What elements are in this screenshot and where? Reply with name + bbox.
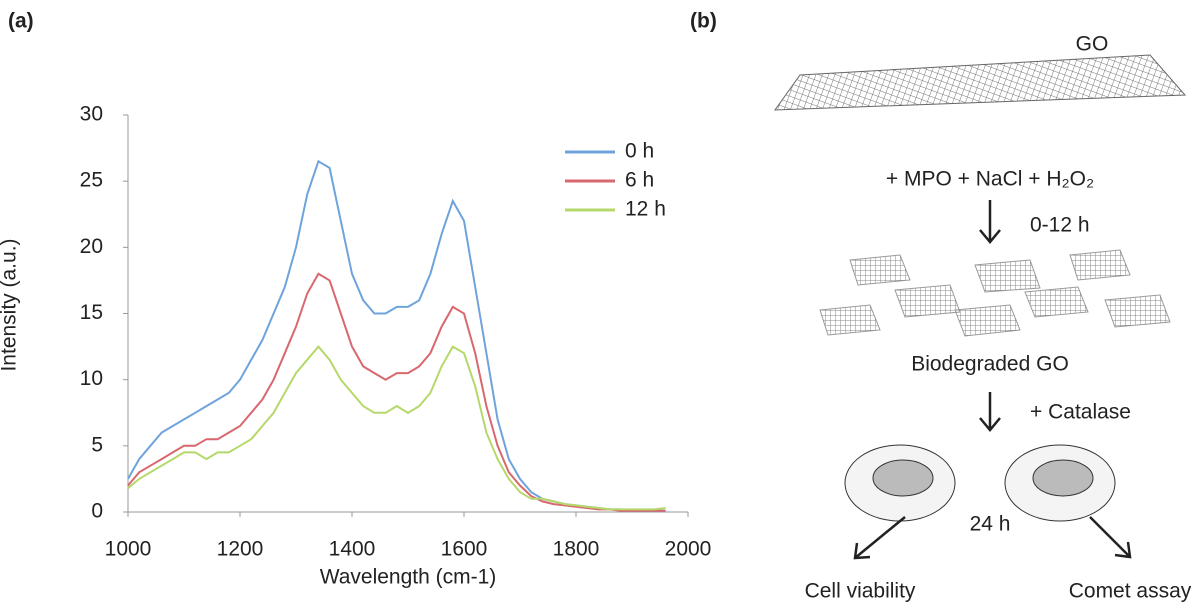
x-tick-label: 2000 xyxy=(665,538,712,561)
y-tick-label: 0 xyxy=(91,500,103,523)
legend-label: 0 h xyxy=(625,140,654,163)
x-tick-label: 1400 xyxy=(329,538,376,561)
arrow xyxy=(979,392,1001,432)
time-label: 24 h xyxy=(970,513,1011,536)
y-tick-label: 30 xyxy=(80,103,103,126)
diagram: (b) GO + MPO + NaCl + H₂O₂ 0-12 h Biodeg… xyxy=(690,10,1192,603)
x-tick-label: 1800 xyxy=(553,538,600,561)
series-line xyxy=(127,345,666,511)
y-tick-label: 10 xyxy=(80,367,103,390)
panel-label: (b) xyxy=(690,10,717,33)
x-tick-label: 1000 xyxy=(105,538,152,561)
cells xyxy=(844,444,1116,522)
y-tick-label: 15 xyxy=(80,301,103,324)
time-label: 0-12 h xyxy=(1030,214,1090,237)
panel-label: (a) xyxy=(8,10,34,33)
legend-label: 12 h xyxy=(625,198,666,221)
y-axis-label: Intensity (a.u.) xyxy=(0,238,21,371)
fragments xyxy=(819,249,1171,337)
x-axis-label: Wavelength (cm-1) xyxy=(320,566,497,589)
x-tick-label: 1200 xyxy=(217,538,264,561)
go-label: GO xyxy=(1076,33,1109,56)
outcome-label: Comet assay xyxy=(1069,580,1192,603)
arrow xyxy=(1089,516,1132,559)
legend-label: 6 h xyxy=(625,169,654,192)
series-line xyxy=(127,272,666,512)
catalase-label: + Catalase xyxy=(1030,401,1131,424)
y-tick-label: 20 xyxy=(80,235,103,258)
outcome-label: Cell viability xyxy=(805,580,916,603)
y-tick-label: 25 xyxy=(80,169,103,192)
arrow xyxy=(853,516,906,560)
go-sheet xyxy=(774,54,1187,111)
x-tick-label: 1600 xyxy=(441,538,488,561)
arrow xyxy=(979,200,1001,244)
y-tick-label: 5 xyxy=(91,433,103,456)
reagents: + MPO + NaCl + H₂O₂ xyxy=(886,168,1094,191)
biodegraded-label: Biodegraded GO xyxy=(911,353,1069,376)
